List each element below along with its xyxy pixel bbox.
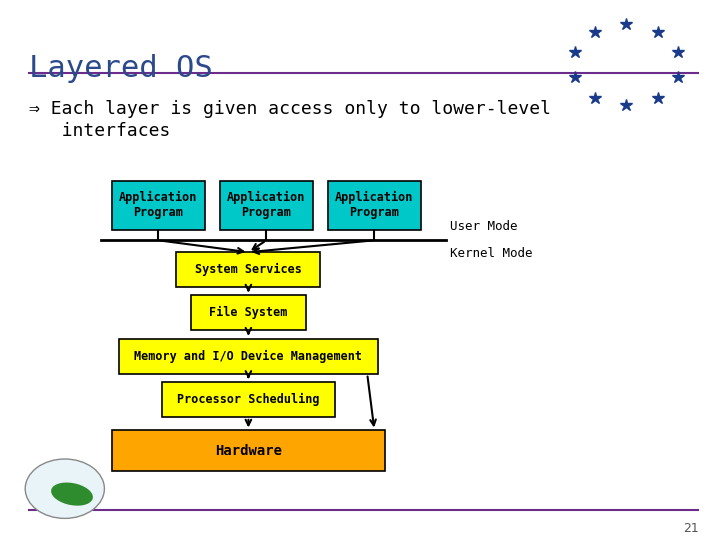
FancyBboxPatch shape [220,181,313,230]
FancyBboxPatch shape [112,181,205,230]
FancyBboxPatch shape [191,295,306,330]
Text: Kernel Mode: Kernel Mode [450,247,533,260]
Text: Hardware: Hardware [215,444,282,457]
Text: ⇒ Each layer is given access only to lower-level: ⇒ Each layer is given access only to low… [29,100,551,118]
FancyBboxPatch shape [162,382,335,417]
Text: File System: File System [210,306,287,320]
FancyBboxPatch shape [328,181,421,230]
Text: Memory and I/O Device Management: Memory and I/O Device Management [135,349,362,363]
Ellipse shape [51,483,93,505]
Circle shape [25,459,104,518]
FancyBboxPatch shape [119,339,378,374]
Text: Application
Program: Application Program [228,191,305,219]
Text: 21: 21 [683,522,698,535]
Text: Layered OS: Layered OS [29,54,212,83]
FancyBboxPatch shape [112,430,385,471]
Text: Application
Program: Application Program [336,191,413,219]
Text: User Mode: User Mode [450,220,518,233]
Text: System Services: System Services [195,263,302,276]
Text: Processor Scheduling: Processor Scheduling [177,393,320,406]
Text: Application
Program: Application Program [120,191,197,219]
Text: interfaces: interfaces [29,122,170,139]
FancyBboxPatch shape [176,252,320,287]
